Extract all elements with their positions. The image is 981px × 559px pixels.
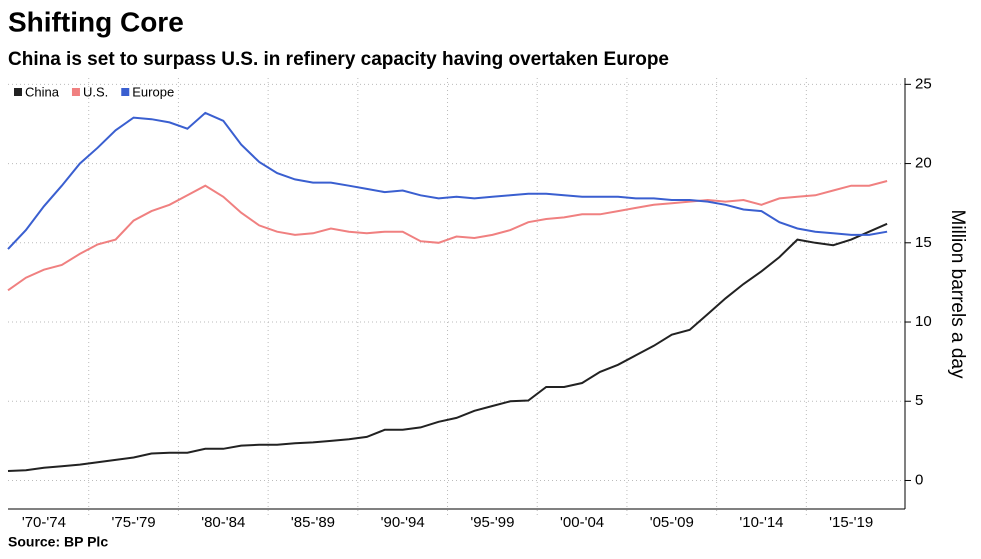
x-tick-label: '90-'94	[381, 514, 425, 531]
legend-label: Europe	[132, 84, 174, 99]
x-tick-label: '10-'14	[739, 514, 783, 531]
legend-swatch	[71, 88, 80, 96]
x-tick-label: '85-'89	[291, 514, 335, 531]
legend-label: U.S.	[83, 84, 108, 99]
y-tick-label: 0	[915, 471, 923, 488]
y-axis-label: Million barrels a day	[947, 210, 968, 379]
x-tick-label: '70-'74	[22, 514, 66, 531]
y-tick-label: 20	[915, 155, 932, 172]
y-tick-label: 5	[915, 392, 923, 409]
x-tick-label: '05-'09	[650, 514, 694, 531]
line-series	[7, 180, 888, 292]
x-tick-label: '80-'84	[201, 514, 245, 531]
x-tick-label: '00-'04	[560, 514, 604, 531]
x-tick-label: '75-'79	[112, 514, 156, 531]
y-tick-label: 10	[915, 313, 932, 330]
legend-swatch	[14, 88, 22, 96]
legend-swatch	[121, 88, 130, 96]
line-series	[7, 222, 888, 472]
y-tick-label: 15	[915, 234, 932, 251]
x-tick-label: '95-'99	[470, 514, 514, 531]
chart-subtitle: China is set to surpass U.S. in refinery…	[8, 49, 669, 70]
y-tick-label: 25	[915, 75, 932, 92]
chart-title: Shifting Core	[8, 6, 184, 37]
legend-label: China	[25, 84, 60, 99]
x-tick-label: '15-'19	[829, 514, 873, 531]
line-series	[7, 111, 888, 250]
source: Source: BP Plc	[8, 534, 108, 550]
